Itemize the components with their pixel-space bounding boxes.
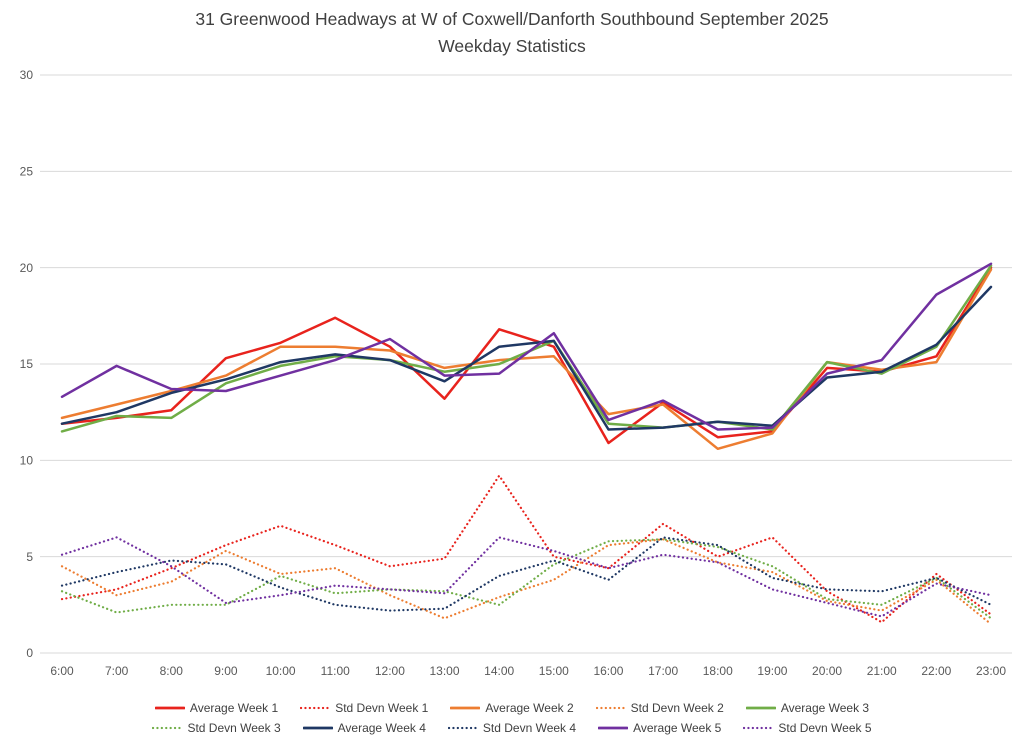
x-axis-tick-label: 21:00 xyxy=(867,664,897,678)
legend-line-sample-icon xyxy=(745,706,776,710)
legend-label: Std Devn Week 1 xyxy=(335,701,429,715)
legend-item-average-week-1: Average Week 1 xyxy=(154,701,279,715)
x-axis-tick-label: 16:00 xyxy=(593,664,623,678)
legend-item-average-week-3: Average Week 3 xyxy=(745,701,870,715)
legend-label: Std Devn Week 2 xyxy=(630,701,724,715)
legend-label: Std Devn Week 4 xyxy=(482,721,577,735)
legend-line-sample-icon xyxy=(300,706,331,710)
y-axis-tick-label: 0 xyxy=(26,646,33,660)
x-axis-tick-label: 8:00 xyxy=(160,664,184,678)
series-average-week-1 xyxy=(60,266,993,445)
legend-label: Average Week 1 xyxy=(189,701,279,715)
legend-line-sample-icon xyxy=(743,726,774,730)
legend-item-average-week-5: Average Week 5 xyxy=(598,721,721,735)
y-axis-tick-label: 15 xyxy=(20,357,34,371)
legend-line-sample-icon xyxy=(595,706,626,710)
legend-item-average-week-4: Average Week 4 xyxy=(302,721,426,735)
chart-subtitle: Weekday Statistics xyxy=(438,36,586,56)
legend-line-sample-icon xyxy=(598,726,629,730)
legend-line-sample-icon xyxy=(154,706,185,710)
legend-line-sample-icon xyxy=(450,706,481,710)
legend-line-sample-icon xyxy=(152,726,183,730)
legend-row: Std Devn Week 3 Average Week 4 Std Devn We… xyxy=(152,721,872,735)
chart-title: 31 Greenwood Headways at W of Coxwell/Da… xyxy=(195,9,829,29)
legend-item-average-week-2: Average Week 2 xyxy=(450,701,574,715)
x-axis-tick-label: 10:00 xyxy=(266,664,296,678)
x-axis-tick-label: 11:00 xyxy=(321,664,350,678)
series-std-devn-week-4 xyxy=(60,536,993,612)
legend-label: Average Week 2 xyxy=(485,701,574,715)
legend-item-std-devn-week-1: Std Devn Week 1 xyxy=(300,701,428,715)
x-axis-tick-label: 20:00 xyxy=(812,664,842,678)
legend-item-std-devn-week-4: Std Devn Week 4 xyxy=(447,721,577,735)
y-axis-tick-label: 10 xyxy=(20,454,34,468)
series-std-devn-week-1 xyxy=(60,474,993,624)
legend-item-std-devn-week-5: Std Devn Week 5 xyxy=(743,721,872,735)
x-axis-tick-label: 23:00 xyxy=(976,664,1006,678)
x-axis-tick-label: 13:00 xyxy=(430,664,460,678)
series-average-week-5 xyxy=(60,262,993,431)
legend-label: Average Week 5 xyxy=(633,721,722,735)
legend-label: Std Devn Week 5 xyxy=(778,721,872,735)
legend-line-sample-icon xyxy=(447,726,478,730)
x-axis-tick-label: 14:00 xyxy=(484,664,514,678)
chart-title-block: 31 Greenwood Headways at W of Coxwell/Da… xyxy=(0,6,1024,60)
series-average-week-3 xyxy=(60,264,993,433)
legend-item-std-devn-week-2: Std Devn Week 2 xyxy=(595,701,724,715)
y-axis-tick-label: 25 xyxy=(20,165,34,179)
plot-area: 0 5 10 15 20 25 30 6:00 7:00 8:00 9:00 10:00 11:00 12… xyxy=(20,68,1012,678)
series-std-devn-week-3 xyxy=(60,538,993,620)
x-axis-tick-label: 22:00 xyxy=(921,664,951,678)
x-axis-tick-label: 12:00 xyxy=(375,664,405,678)
y-axis-tick-label: 30 xyxy=(20,68,34,82)
legend-label: Average Week 4 xyxy=(337,721,426,735)
legend: Average Week 1 Std Devn Week 1 Average Wee… xyxy=(0,701,1024,735)
x-axis-tick-label: 15:00 xyxy=(539,664,569,678)
x-axis-tick-label: 18:00 xyxy=(703,664,733,678)
x-axis-tick-label: 9:00 xyxy=(214,664,238,678)
legend-label: Average Week 3 xyxy=(780,701,870,715)
legend-label: Std Devn Week 3 xyxy=(187,721,281,735)
legend-line-sample-icon xyxy=(302,726,333,730)
y-axis-tick-label: 5 xyxy=(26,550,33,564)
legend-row: Average Week 1 Std Devn Week 1 Average Wee… xyxy=(154,701,870,715)
y-axis-tick-label: 20 xyxy=(20,261,34,275)
x-axis-tick-label: 19:00 xyxy=(757,664,787,678)
x-axis-tick-label: 6:00 xyxy=(50,664,74,678)
legend-item-std-devn-week-3: Std Devn Week 3 xyxy=(152,721,281,735)
series-average-week-2 xyxy=(60,268,993,451)
x-axis-tick-label: 7:00 xyxy=(105,664,129,678)
series-std-devn-week-5 xyxy=(60,536,993,618)
x-axis-tick-label: 17:00 xyxy=(648,664,678,678)
series-std-devn-week-2 xyxy=(60,538,993,626)
series-average-week-4 xyxy=(60,285,993,431)
